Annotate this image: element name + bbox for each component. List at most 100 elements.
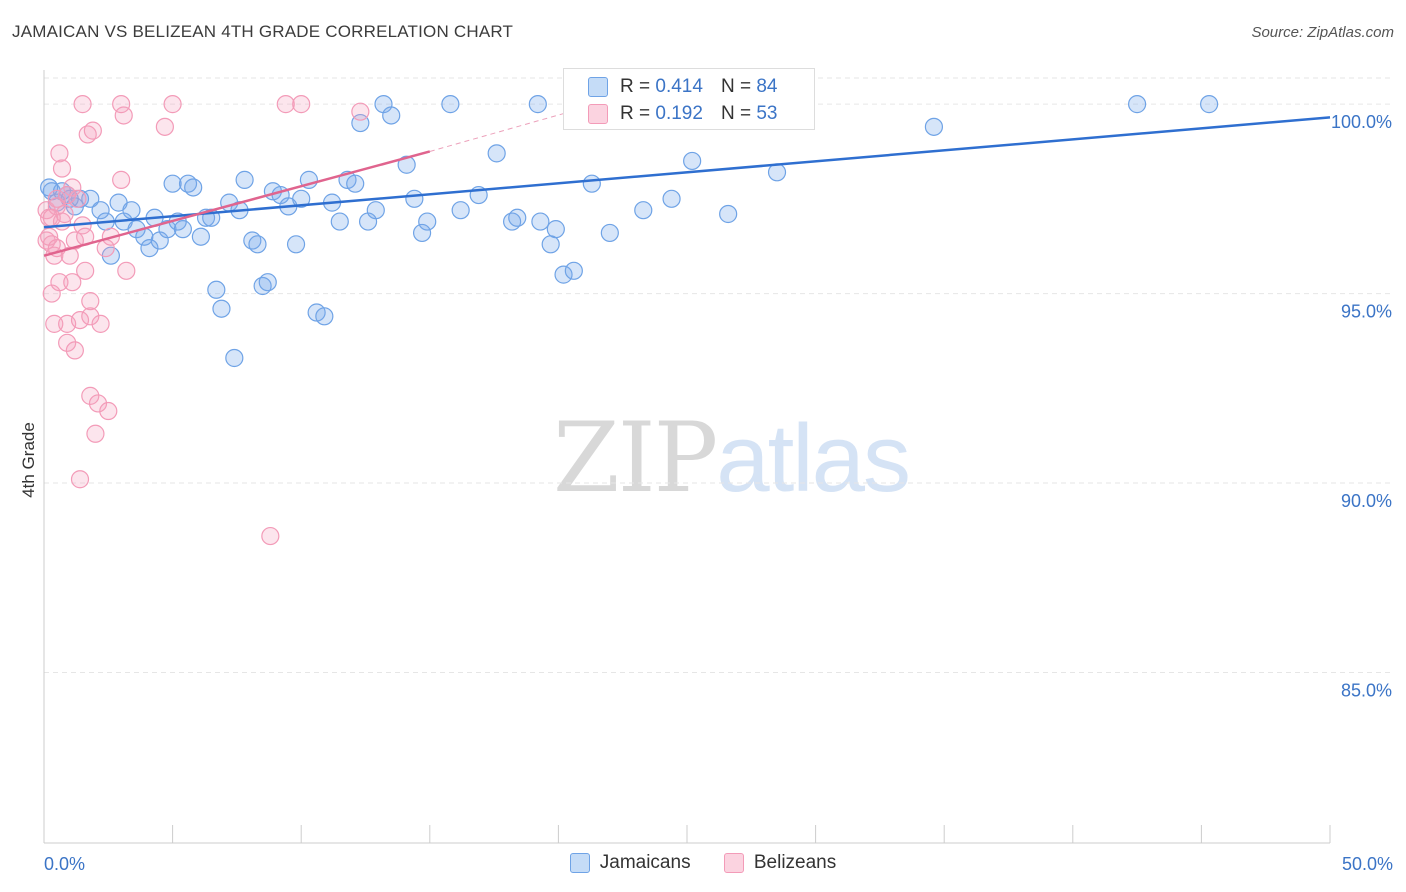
belizeans-point xyxy=(45,314,64,333)
jamaicans-point xyxy=(412,223,432,243)
belizeans-point xyxy=(83,121,102,140)
jamaicans-point xyxy=(508,208,527,227)
watermark: ZIPatlas xyxy=(553,402,911,514)
jamaicans-point xyxy=(397,155,416,174)
jamaicans-point xyxy=(163,174,182,193)
x-tick-label-min: 0.0% xyxy=(44,854,85,874)
jamaicans-point xyxy=(582,174,601,193)
jamaicans-point xyxy=(140,238,159,258)
belizeans-point xyxy=(50,273,69,292)
belizeans-point xyxy=(114,106,133,125)
belizeans-point xyxy=(73,95,92,114)
belizeans-point xyxy=(88,394,108,413)
jamaicans-point xyxy=(286,235,306,254)
axes xyxy=(43,70,1331,844)
jamaicans-point xyxy=(441,95,460,114)
legend-item-jamaicans[interactable]: Jamaicans xyxy=(569,852,691,874)
n-label: N = xyxy=(720,76,752,97)
jamaicans-point xyxy=(487,144,506,163)
jamaicans-trend-line xyxy=(43,116,1331,229)
jamaicans-point xyxy=(600,223,619,243)
belizeans-point xyxy=(42,208,61,227)
jamaicans-point xyxy=(330,212,349,231)
x-tick-label-max: 50.0% xyxy=(1342,854,1393,874)
belizeans-point xyxy=(65,341,84,360)
series-belizeans xyxy=(37,95,370,546)
jamaicans-point xyxy=(1127,95,1147,114)
belizeans-swatch xyxy=(588,104,608,124)
watermark-zip: ZIP xyxy=(553,402,718,514)
belizeans-point xyxy=(81,292,100,311)
belizeans-point xyxy=(58,333,77,352)
belizeans-point xyxy=(63,273,82,292)
watermark-atlas: atlas xyxy=(716,405,911,512)
belizeans-point xyxy=(276,95,295,114)
chart-title: JAMAICAN VS BELIZEAN 4TH GRADE CORRELATI… xyxy=(12,22,514,41)
belizeans-point xyxy=(351,102,370,121)
jamaicans-point xyxy=(91,201,110,220)
belizeans-point xyxy=(155,117,174,136)
jamaicans-point xyxy=(184,178,203,197)
y-tick-label: 90.0% xyxy=(1341,491,1392,511)
jamaicans-point xyxy=(924,117,944,136)
jamaicans-point xyxy=(541,235,560,254)
jamaicans-point xyxy=(382,106,401,125)
belizeans-point xyxy=(86,424,105,443)
r-value: 0.192 xyxy=(655,103,703,124)
belizeans-point xyxy=(163,95,182,114)
jamaicans-point xyxy=(258,273,277,292)
y-axis-label: 4th Grade xyxy=(19,422,38,498)
jamaicans-legend-swatch xyxy=(569,853,590,873)
y-tick-label: 100.0% xyxy=(1331,112,1392,132)
belizeans-point xyxy=(50,144,69,163)
jamaicans-point xyxy=(207,280,226,299)
jamaicans-point xyxy=(719,204,738,224)
y-tick-label: 85.0% xyxy=(1341,680,1392,700)
n-label: N = xyxy=(720,103,752,124)
belizeans-legend-swatch xyxy=(723,853,744,873)
belizeans-point xyxy=(112,95,131,114)
jamaicans-point xyxy=(158,220,177,239)
belizeans-point xyxy=(261,526,280,546)
belizeans-point xyxy=(68,189,87,208)
tick-labels: 85.0% 90.0% 95.0% 100.0% 0.0% 50.0% xyxy=(44,112,1393,874)
belizeans-point xyxy=(65,231,84,250)
belizeans-point xyxy=(292,95,311,114)
jamaicans-point xyxy=(173,220,192,239)
r-label: R = xyxy=(620,76,651,97)
series-jamaicans xyxy=(40,95,1219,368)
belizeans-point xyxy=(91,314,110,333)
stats-legend: R = 0.414 N = 84 R = 0.192 N = 53 xyxy=(563,68,815,130)
belizeans-point xyxy=(117,261,136,280)
jamaicans-point xyxy=(528,95,547,114)
jamaicans-point xyxy=(451,201,470,220)
jamaicans-point xyxy=(235,170,254,189)
jamaicans-point xyxy=(346,174,365,193)
belizeans-point xyxy=(47,189,66,208)
jamaicans-point xyxy=(292,189,311,208)
series-legend: Jamaicans Belizeans xyxy=(0,852,1406,879)
legend-label-belizeans: Belizeans xyxy=(753,852,837,873)
belizeans-point xyxy=(70,310,90,330)
stats-row-belizeans: R = 0.192 N = 53 xyxy=(564,99,777,129)
jamaicans-point xyxy=(405,189,424,208)
jamaicans-point xyxy=(191,227,210,246)
jamaicans-point xyxy=(564,261,583,280)
r-label: R = xyxy=(620,103,651,124)
jamaicans-point xyxy=(418,212,437,231)
jamaicans-swatch xyxy=(588,77,608,97)
grid-lines xyxy=(44,77,1392,673)
stats-row-jamaicans: R = 0.414 N = 84 xyxy=(564,72,777,102)
belizeans-point xyxy=(81,386,100,405)
jamaicans-point xyxy=(366,201,385,220)
jamaicans-point xyxy=(531,212,550,231)
jamaicans-point xyxy=(546,220,565,239)
belizeans-point xyxy=(70,470,90,489)
jamaicans-point xyxy=(212,299,231,318)
belizeans-point xyxy=(52,159,72,178)
jamaicans-point xyxy=(122,201,141,220)
belizeans-point xyxy=(99,401,118,421)
legend-item-belizeans[interactable]: Belizeans xyxy=(723,852,837,874)
belizeans-point xyxy=(81,307,100,326)
